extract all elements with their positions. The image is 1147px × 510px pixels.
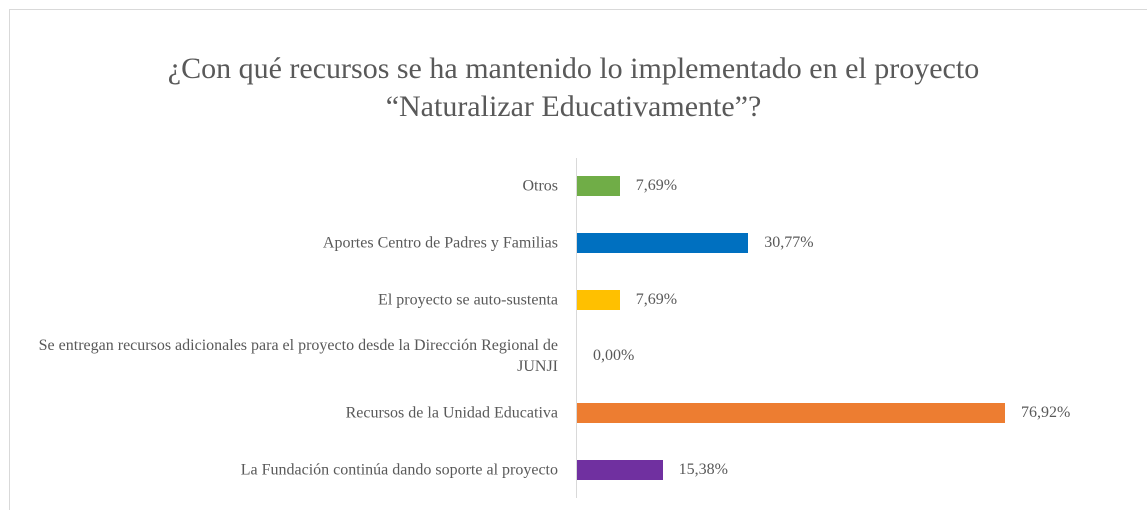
bar xyxy=(577,176,620,196)
value-label: 7,69% xyxy=(635,290,678,308)
value-label: 76,92% xyxy=(1021,404,1071,422)
bar xyxy=(577,232,749,253)
category-label: Otros xyxy=(522,177,558,195)
bar xyxy=(577,460,663,480)
chart-border xyxy=(9,9,1147,510)
value-label: 0,00% xyxy=(593,347,635,365)
category-label: El proyecto se auto-sustenta xyxy=(378,291,558,309)
bar xyxy=(577,289,620,310)
value-label: 7,69% xyxy=(635,177,678,194)
bar xyxy=(577,403,1006,424)
value-label: 15,38% xyxy=(678,461,728,478)
category-label: Aportes Centro de Padres y Familias xyxy=(322,234,558,252)
category-axis xyxy=(576,158,577,498)
value-label: 30,77% xyxy=(764,233,814,251)
category-label: La Fundación continúa dando soporte al p… xyxy=(240,461,558,479)
chart-title: ¿Con qué recursos se ha mantenido lo imp… xyxy=(167,52,980,123)
category-label: Recursos de la Unidad Educativa xyxy=(345,404,558,422)
category-label: Se entregan recursos adicionales para el… xyxy=(38,337,558,376)
